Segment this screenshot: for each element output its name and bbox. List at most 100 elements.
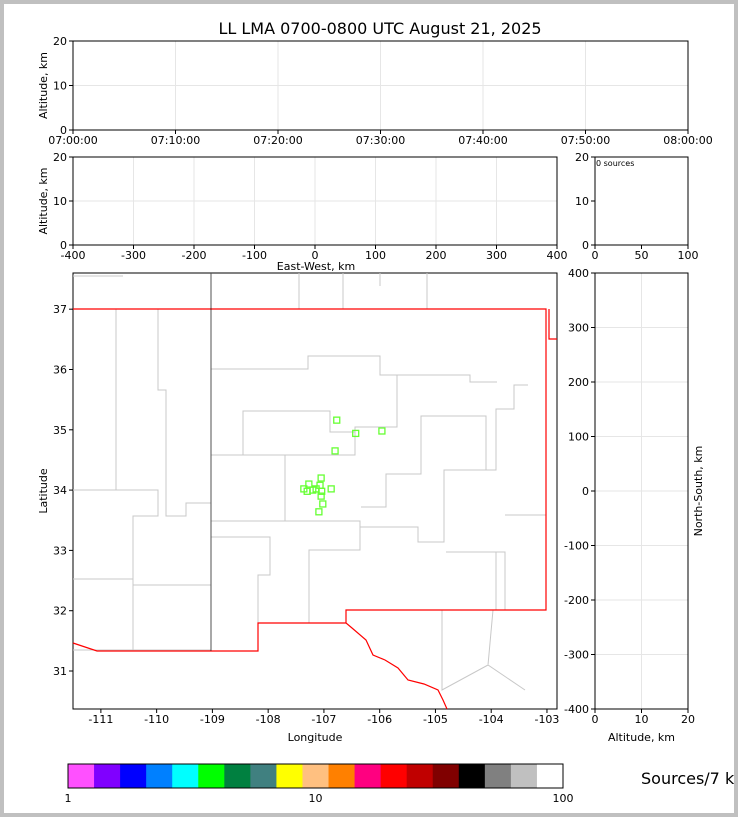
- colorbar-swatch: [380, 764, 408, 788]
- y-tick-label: 20: [53, 35, 67, 48]
- x-tick-label: -104: [479, 713, 504, 726]
- source-point: [315, 508, 323, 516]
- x-tick-label: -109: [200, 713, 225, 726]
- y-tick-label: 10: [53, 195, 67, 208]
- colorbar-swatch: [172, 764, 199, 788]
- colorbar-tick-label: 100: [553, 792, 574, 805]
- panel-frame: [594, 272, 689, 710]
- y-tick-label: 10: [575, 195, 589, 208]
- y-tick-label: -100: [564, 540, 589, 553]
- y-axis-label: Altitude, km: [37, 52, 50, 119]
- panel-northsouth-altitude: 0 10 20 -400 -300 -200 -100 0 100 200 300 400 North-…: [564, 267, 705, 744]
- colorbar-swatch: [224, 764, 251, 788]
- panel-altitude-time: 07:00:00 07:10:00 07:20:00 07:30:00 07:40:00…: [37, 35, 713, 147]
- y-tick-label: 33: [53, 544, 67, 557]
- y-tick-label: 0: [582, 485, 589, 498]
- x-tick-label: 20: [681, 713, 695, 726]
- county-lines: [73, 273, 546, 691]
- source-point: [318, 487, 326, 495]
- x-tick-label: -200: [182, 249, 207, 262]
- x-tick-label: -105: [423, 713, 448, 726]
- x-tick-label: -111: [88, 713, 113, 726]
- panel-frame: [72, 272, 558, 710]
- y-axis-label: Altitude, km: [37, 167, 50, 234]
- source-point: [317, 474, 325, 482]
- y-axis-label: North-South, km: [692, 446, 705, 537]
- colorbar-swatch: [198, 764, 225, 788]
- y-tick-label: 200: [568, 376, 589, 389]
- panel-altitude-eastwest: -400 -300 -200 -100 0 100 200 300 400 0 10 20Altitu…: [37, 151, 568, 273]
- source-point: [309, 486, 317, 494]
- x-tick-label: -103: [534, 713, 559, 726]
- colorbar-swatch: [120, 764, 147, 788]
- x-tick-label: 07:10:00: [151, 134, 200, 147]
- y-axis-label: Latitude: [37, 468, 50, 514]
- x-tick-label: 100: [678, 249, 699, 262]
- y-tick-label: 36: [53, 363, 67, 376]
- x-tick-label: 07:40:00: [458, 134, 507, 147]
- source-point: [352, 429, 360, 438]
- colorbar-swatch: [146, 764, 173, 788]
- lma-figure: LL LMA 0700-0800 UTC August 21, 2025 07:…: [4, 4, 734, 813]
- colorbar-swatch: [536, 764, 564, 788]
- colorbar-swatch: [276, 764, 303, 788]
- source-point: [333, 416, 341, 424]
- x-tick-label: -400: [61, 249, 86, 262]
- y-tick-label: -300: [564, 649, 589, 662]
- state-boundary: [72, 308, 557, 710]
- x-tick-label: -110: [144, 713, 169, 726]
- y-tick-label: 31: [53, 665, 67, 678]
- colorbar-swatch: [250, 764, 277, 788]
- source-point: [378, 427, 386, 435]
- colorbar-tick-label: 1: [65, 792, 72, 805]
- x-tick-label: -100: [242, 249, 267, 262]
- y-tick-label: 35: [53, 424, 67, 437]
- colorbar-swatch: [302, 764, 330, 788]
- x-axis-label: Altitude, km: [608, 731, 675, 744]
- colorbar: 1 10 100: [65, 763, 574, 805]
- x-axis-label: Longitude: [288, 731, 343, 744]
- y-tick-label: 20: [575, 151, 589, 164]
- panel-altitude-histogram: 0 50 100 0 10 20 0 sources: [575, 151, 699, 262]
- y-tick-label: 37: [53, 303, 67, 316]
- x-tick-label: 100: [365, 249, 386, 262]
- figure-canvas: LL LMA 0700-0800 UTC August 21, 2025 07:…: [37, 19, 734, 805]
- y-tick-label: 0: [60, 124, 67, 137]
- y-tick-label: 300: [568, 322, 589, 335]
- source-points: [300, 416, 386, 516]
- y-tick-label: 34: [53, 484, 67, 497]
- colorbar-swatch: [484, 764, 512, 788]
- x-tick-label: -300: [121, 249, 146, 262]
- colorbar-swatch: [68, 764, 95, 788]
- colorbar-swatch: [328, 764, 356, 788]
- source-point: [331, 447, 339, 455]
- x-tick-label: 07:50:00: [561, 134, 610, 147]
- panel-plan-view: -111 -110 -109 -108 -107 -106 -105 -104 -103 31 32…: [37, 272, 559, 744]
- y-tick-label: 0: [582, 239, 589, 252]
- x-tick-label: 07:00:00: [48, 134, 97, 147]
- x-tick-label: -106: [367, 713, 392, 726]
- colorbar-label: Sources/7 km²: [641, 769, 734, 788]
- panel-frame: [594, 156, 689, 246]
- colorbar-swatch: [354, 764, 382, 788]
- x-tick-label: 0: [592, 713, 599, 726]
- y-tick-label: -200: [564, 594, 589, 607]
- x-tick-label: 50: [635, 249, 649, 262]
- y-tick-label: 100: [568, 431, 589, 444]
- x-tick-label: 07:30:00: [356, 134, 405, 147]
- source-count: 0 sources: [596, 159, 634, 168]
- x-tick-label: 200: [426, 249, 447, 262]
- colorbar-swatch: [406, 764, 434, 788]
- x-tick-label: -108: [256, 713, 281, 726]
- source-point: [317, 492, 325, 500]
- panel-frame: [72, 156, 558, 246]
- figure-title: LL LMA 0700-0800 UTC August 21, 2025: [218, 19, 541, 38]
- y-tick-label: 32: [53, 605, 67, 618]
- x-tick-label: 300: [486, 249, 507, 262]
- x-tick-label: 07:20:00: [253, 134, 302, 147]
- y-tick-label: -400: [564, 703, 589, 716]
- x-tick-label: -107: [311, 713, 336, 726]
- panel-frame: [72, 40, 689, 131]
- y-tick-label: 0: [60, 239, 67, 252]
- colorbar-swatch: [432, 764, 460, 788]
